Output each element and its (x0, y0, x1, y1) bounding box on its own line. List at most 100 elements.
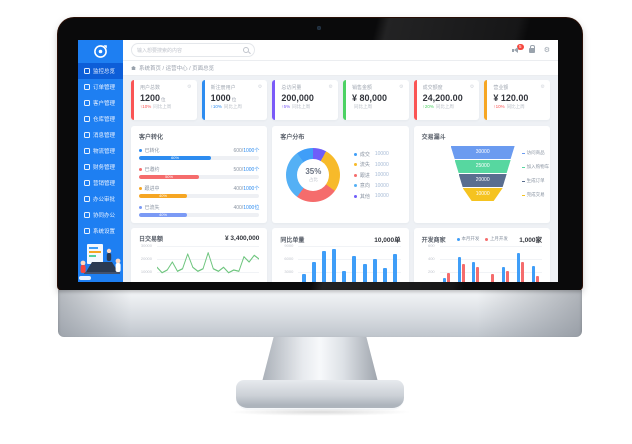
panel-title: 客户分布 (280, 135, 305, 141)
y-tick-label: 9000 (284, 243, 294, 248)
legend-dot-icon (354, 152, 358, 156)
bar (476, 267, 480, 282)
bar (521, 261, 525, 282)
gear-icon[interactable]: ⚙ (328, 84, 333, 90)
panel-total: ¥ 3,400,000 (224, 235, 260, 242)
sidebar-illustration (78, 236, 123, 282)
bar-group (517, 253, 525, 282)
bar (502, 267, 506, 282)
notification-badge: 5 (516, 43, 524, 50)
conversion-total: 1000个 (243, 185, 260, 192)
legend-item: 流失 10000 (354, 159, 400, 170)
connector-line (521, 194, 525, 196)
funnel-label-text: 完成交易 (526, 192, 545, 197)
bar-group (531, 266, 539, 282)
delta-suffix: 同比上周 (223, 104, 242, 109)
sidebar-item[interactable]: 订单管理 (78, 79, 123, 95)
sidebar-item[interactable]: 物流管理 (78, 143, 123, 159)
sidebar-item[interactable]: 监控总览 (78, 63, 123, 79)
delta-value: ↑10% (210, 104, 222, 109)
home-icon (84, 68, 90, 74)
sidebar-item[interactable]: 财务管理 (78, 159, 123, 175)
sidebar-item-label: 办公审批 (93, 197, 116, 203)
target-logo-icon (94, 45, 107, 58)
delta-suffix: 同比上周 (153, 104, 172, 109)
sidebar-item-label: 协同办公 (93, 213, 116, 219)
kpi-value: 200,000 (281, 92, 314, 103)
gear-icon[interactable]: ⚙ (469, 84, 475, 90)
kpi-card: 成交额度 ⚙ 24,200.00 ↑20% 同比上周 (413, 80, 480, 120)
progress-fill: 50% (139, 174, 200, 179)
sidebar-item[interactable]: 系统设置 (78, 223, 123, 239)
gear-icon[interactable]: ⚙ (399, 84, 404, 90)
monitor-stand-neck (262, 337, 378, 382)
sidebar-item[interactable]: 协同办公 (78, 207, 123, 223)
conversion-count: 500/1000个 (233, 166, 260, 173)
gear-icon[interactable]: ⚙ (257, 84, 263, 90)
gear-icon[interactable]: ⚙ (543, 46, 550, 54)
kpi-card: 用户总数 ⚙ 1200位 ↑10% 同比上周 (131, 80, 197, 120)
panel-order-volume: 同比单量 10,000单 9000 6000 3000 (272, 228, 409, 282)
chart-legend: 本月开发 上月开发 (456, 236, 508, 242)
sidebar: 监控总览订单管理 客户管理 仓库管理 消息管理物流管理财务管理 营销管理办公审批协同办公… (78, 40, 123, 282)
legend-label: 跟进 (359, 172, 370, 179)
bar (535, 275, 539, 282)
legend-value: 10000 (374, 193, 389, 199)
gear-icon[interactable]: ⚙ (187, 84, 192, 90)
panel-title: 客户转化 (139, 135, 164, 141)
delta-value: ↑5% (281, 104, 291, 109)
funnel-label-text: 生成订单 (526, 178, 545, 183)
monitor-stand-base (236, 380, 404, 410)
conversion-row: 已邀约 500/1000个 50% (139, 166, 260, 179)
conversion-count: 400/1000个 (233, 185, 260, 192)
conversion-label: 已流失 (144, 204, 160, 211)
announcement-icon[interactable]: 5 (511, 43, 524, 54)
marketing-icon (84, 180, 90, 186)
bar (322, 250, 327, 282)
lock-icon[interactable] (528, 44, 535, 53)
progress-track: 40% (139, 193, 260, 198)
gear-icon[interactable]: ⚙ (540, 84, 545, 90)
conversion-label: 已转化 (144, 147, 160, 154)
main-area: 输入想要搜索的内容 5 ⚙ 系统首页 / 运营中心 / 页面总览 用户总数 ⚙ 12… (123, 40, 558, 282)
bar-group (487, 273, 495, 282)
legend-value: 10000 (374, 161, 389, 168)
panel-customer-distribution: 客户分布 35% 占比 成交 10000 流失 10000 跟进 10000 意向 10000… (272, 126, 409, 223)
kpi-card: 销售金额 ⚙ ¥ 80,000 同比上周 (342, 80, 409, 120)
delta-value: ↑10% (493, 104, 505, 109)
conversion-count: 600/1000个 (233, 147, 260, 154)
kpi-value: ¥ 80,000 (351, 92, 388, 103)
bar (382, 268, 387, 282)
sidebar-item[interactable]: 办公审批 (78, 191, 123, 207)
sidebar-item[interactable]: 仓库管理 (78, 111, 123, 127)
y-tick-label: 600 (427, 243, 435, 248)
sidebar-item[interactable]: 消息管理 (78, 127, 123, 143)
bar (362, 264, 367, 282)
kpi-label: 营业额 (493, 85, 509, 91)
breadcrumb-path[interactable]: 系统首页 / 运营中心 / 页面总览 (139, 66, 215, 72)
panel-title: 日交易额 (139, 237, 164, 243)
legend-dot-icon (354, 173, 358, 177)
kpi-label: 成交额度 (422, 85, 443, 91)
search-input[interactable]: 输入想要搜索的内容 (131, 43, 255, 57)
legend-item: 跟进 10000 (354, 170, 400, 181)
legend-item: 成交 10000 (354, 149, 400, 160)
bar (506, 271, 510, 282)
app-logo[interactable] (78, 40, 123, 63)
bar (457, 256, 461, 282)
kpi-card: 新注册用户 ⚙ 1000位 ↑10% 同比上周 (201, 80, 268, 120)
kpi-label: 销售金额 (351, 85, 372, 91)
legend-label: 意向 (359, 183, 370, 189)
legend-label: 其他 (359, 193, 370, 200)
bar (332, 249, 337, 282)
legend-label: 流失 (359, 162, 370, 168)
sidebar-item[interactable]: 营销管理 (78, 175, 123, 191)
bar (446, 272, 450, 282)
bar (352, 256, 357, 282)
sidebar-item-label: 物流管理 (93, 149, 116, 155)
sidebar-item-label: 监控总览 (93, 69, 116, 75)
legend-value: 10000 (374, 151, 389, 157)
sidebar-item[interactable]: 客户管理 (78, 95, 123, 111)
y-tick-label: 20000 (140, 256, 152, 261)
